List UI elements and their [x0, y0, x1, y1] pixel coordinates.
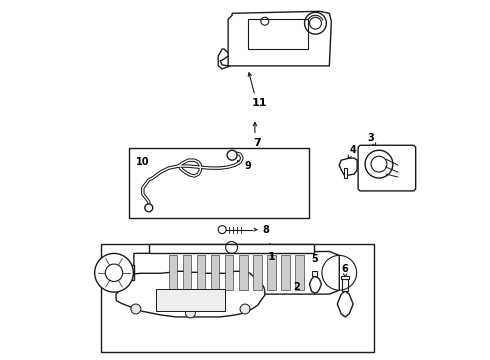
Polygon shape	[253, 255, 262, 290]
Bar	[101, 244, 374, 352]
Polygon shape	[310, 276, 321, 293]
Polygon shape	[228, 11, 331, 66]
Text: 5: 5	[311, 255, 318, 264]
Polygon shape	[339, 158, 357, 175]
Polygon shape	[116, 271, 265, 317]
Polygon shape	[169, 255, 177, 290]
Polygon shape	[225, 255, 233, 290]
Circle shape	[185, 308, 196, 318]
Polygon shape	[211, 255, 220, 290]
Polygon shape	[342, 279, 348, 291]
Text: 1: 1	[268, 252, 276, 262]
FancyBboxPatch shape	[358, 145, 416, 191]
Polygon shape	[267, 255, 276, 290]
Polygon shape	[149, 243, 315, 253]
Text: 9: 9	[245, 161, 251, 171]
Polygon shape	[313, 271, 318, 276]
Polygon shape	[197, 255, 205, 290]
Circle shape	[218, 226, 226, 234]
Polygon shape	[295, 255, 304, 290]
Circle shape	[95, 253, 133, 292]
Polygon shape	[218, 49, 230, 69]
Circle shape	[240, 304, 250, 314]
Polygon shape	[183, 255, 191, 290]
Circle shape	[227, 150, 237, 160]
Text: 11: 11	[252, 98, 268, 108]
Text: 4: 4	[350, 145, 357, 155]
Polygon shape	[134, 251, 339, 294]
Polygon shape	[341, 276, 349, 279]
Circle shape	[145, 204, 153, 212]
Text: 3: 3	[368, 133, 374, 143]
Polygon shape	[281, 255, 290, 290]
Circle shape	[131, 304, 141, 314]
Polygon shape	[239, 255, 247, 290]
Bar	[156, 289, 225, 311]
Bar	[129, 148, 310, 218]
Text: 7: 7	[253, 138, 261, 148]
Text: 10: 10	[136, 157, 149, 167]
Polygon shape	[337, 291, 353, 317]
Text: 6: 6	[342, 264, 348, 274]
Bar	[248, 19, 308, 49]
Polygon shape	[344, 168, 347, 178]
Text: 8: 8	[263, 225, 270, 235]
Text: 2: 2	[293, 282, 300, 292]
Polygon shape	[114, 265, 134, 280]
